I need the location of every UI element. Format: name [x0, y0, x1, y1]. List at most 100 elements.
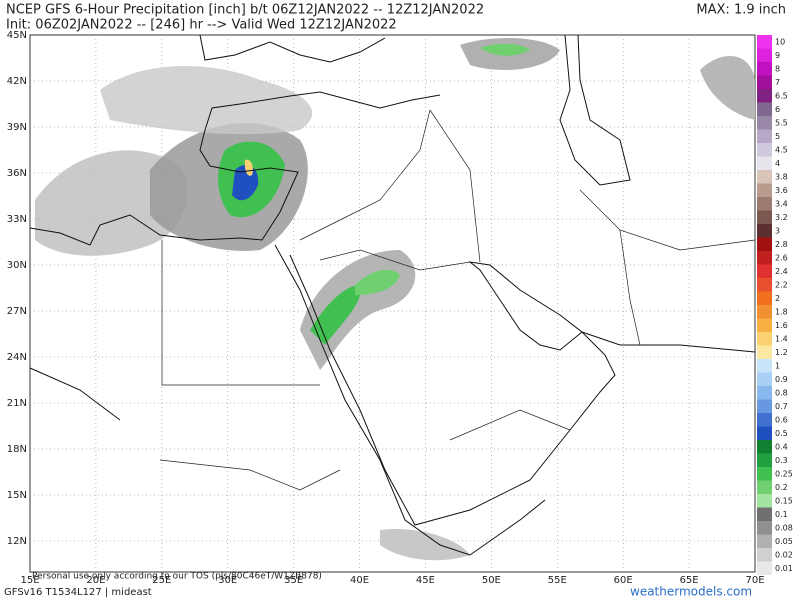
lat-label: 36N — [7, 168, 27, 179]
colorbar-label: 5 — [775, 132, 780, 141]
site-link[interactable]: weathermodels.com — [630, 585, 752, 599]
caspian-coast — [559, 34, 631, 186]
colorbar-label: 7 — [775, 78, 780, 87]
colorbar-swatch — [757, 494, 772, 508]
lon-label: 45E — [416, 575, 435, 586]
lon-label: 60E — [614, 575, 633, 586]
colorbar-label: 0.08 — [775, 523, 793, 532]
colorbar-label: 6 — [775, 105, 780, 114]
map-subtitle: Init: 06Z02JAN2022 -- [246] hr --> Valid… — [6, 18, 397, 33]
precip-light — [700, 56, 755, 120]
border — [161, 240, 320, 386]
colorbar-label: 0.02 — [775, 550, 793, 559]
colorbar-label: 2.8 — [775, 240, 788, 249]
lon-label: 30E — [218, 575, 237, 586]
colorbar-swatch — [757, 345, 772, 359]
colorbar-label: 0.2 — [775, 483, 788, 492]
colorbar-label: 2.2 — [775, 280, 788, 289]
colorbar-label: 10 — [775, 37, 785, 46]
precip-light — [380, 529, 470, 561]
colorbar-label: 6.5 — [775, 91, 788, 100]
colorbar-swatch — [757, 116, 772, 130]
colorbar-label: 0.8 — [775, 388, 788, 397]
colorbar-label: 8 — [775, 64, 780, 73]
coastline — [29, 367, 121, 421]
colorbar-swatch — [757, 156, 772, 170]
colorbar-swatch — [757, 467, 772, 481]
precip-yellow — [244, 159, 253, 176]
map-axes: 45N 42N 39N 36N 33N 30N 27N 24N 21N 18N 15N 12N 15E 2… — [7, 30, 765, 586]
border — [579, 189, 756, 251]
colorbar-swatch — [757, 264, 772, 278]
colorbar-label: 0.6 — [775, 415, 788, 424]
colorbar: 10 9 8 7 6.5 6 5.5 5 4.5 4 3.8 3.6 3.4 3.2 3 2.8 2.6 2.4 2… — [757, 35, 793, 575]
lon-label: 65E — [680, 575, 699, 586]
colorbar-label: 2 — [775, 294, 780, 303]
colorbar-swatch — [757, 561, 772, 575]
model-info: GFSv16 T1534L127 | mideast — [4, 587, 152, 598]
colorbar-swatch — [757, 210, 772, 224]
border — [449, 409, 571, 441]
colorbar-swatch — [757, 413, 772, 427]
colorbar-swatch — [757, 440, 772, 454]
colorbar-label: 3 — [775, 226, 780, 235]
colorbar-swatch — [757, 548, 772, 562]
colorbar-swatch — [757, 251, 772, 265]
colorbar-label: 0.05 — [775, 537, 793, 546]
colorbar-swatch — [757, 48, 772, 62]
colorbar-label: 9 — [775, 51, 780, 60]
disclaimer: Personal use only according to our TOS (… — [32, 572, 322, 582]
colorbar-label: 0.01 — [775, 564, 793, 573]
border — [159, 459, 341, 491]
lat-label: 18N — [7, 444, 27, 455]
border — [299, 109, 431, 241]
colorbar-label: 0.25 — [775, 469, 793, 478]
colorbar-label: 2.6 — [775, 253, 788, 262]
colorbar-label: 5.5 — [775, 118, 788, 127]
precip-green — [310, 285, 361, 345]
colorbar-label: 0.1 — [775, 510, 788, 519]
colorbar-swatch — [757, 534, 772, 548]
colorbar-label: 3.8 — [775, 172, 788, 181]
coastlines — [29, 34, 756, 556]
colorbar-label: 0.4 — [775, 442, 788, 451]
coastline — [29, 91, 441, 246]
precipitation-areas — [35, 38, 755, 561]
colorbar-label: 0.7 — [775, 402, 788, 411]
colorbar-label: 2.4 — [775, 267, 788, 276]
lat-label: 30N — [7, 260, 27, 271]
colorbar-swatch — [757, 291, 772, 305]
colorbar-swatch — [757, 507, 772, 521]
border — [619, 229, 641, 346]
lon-label: 40E — [350, 575, 369, 586]
max-label: MAX: 1.9 inch — [696, 3, 786, 18]
borders — [159, 109, 756, 491]
colorbar-swatch — [757, 62, 772, 76]
colorbar-label: 4 — [775, 159, 780, 168]
lon-label: 50E — [482, 575, 501, 586]
colorbar-label: 3.2 — [775, 213, 788, 222]
colorbar-swatch — [757, 237, 772, 251]
lat-label: 27N — [7, 306, 27, 317]
colorbar-swatch — [757, 332, 772, 346]
map — [29, 34, 756, 573]
colorbar-swatch — [757, 318, 772, 332]
colorbar-swatch — [757, 359, 772, 373]
colorbar-label: 4.5 — [775, 145, 788, 154]
precip-green — [355, 269, 400, 295]
lon-label: 15E — [20, 575, 39, 586]
lat-label: 24N — [7, 352, 27, 363]
colorbar-label: 1.2 — [775, 348, 788, 357]
colorbar-label: 0.9 — [775, 375, 788, 384]
colorbar-label: 0.5 — [775, 429, 788, 438]
precip-light — [100, 66, 313, 135]
colorbar-label: 1.4 — [775, 334, 788, 343]
black-sea-coast — [199, 34, 386, 63]
colorbar-swatch — [757, 521, 772, 535]
colorbar-swatch — [757, 75, 772, 89]
colorbar-label: 1 — [775, 361, 780, 370]
colorbar-swatch — [757, 89, 772, 103]
lat-label: 33N — [7, 214, 27, 225]
precip-green — [480, 43, 530, 56]
